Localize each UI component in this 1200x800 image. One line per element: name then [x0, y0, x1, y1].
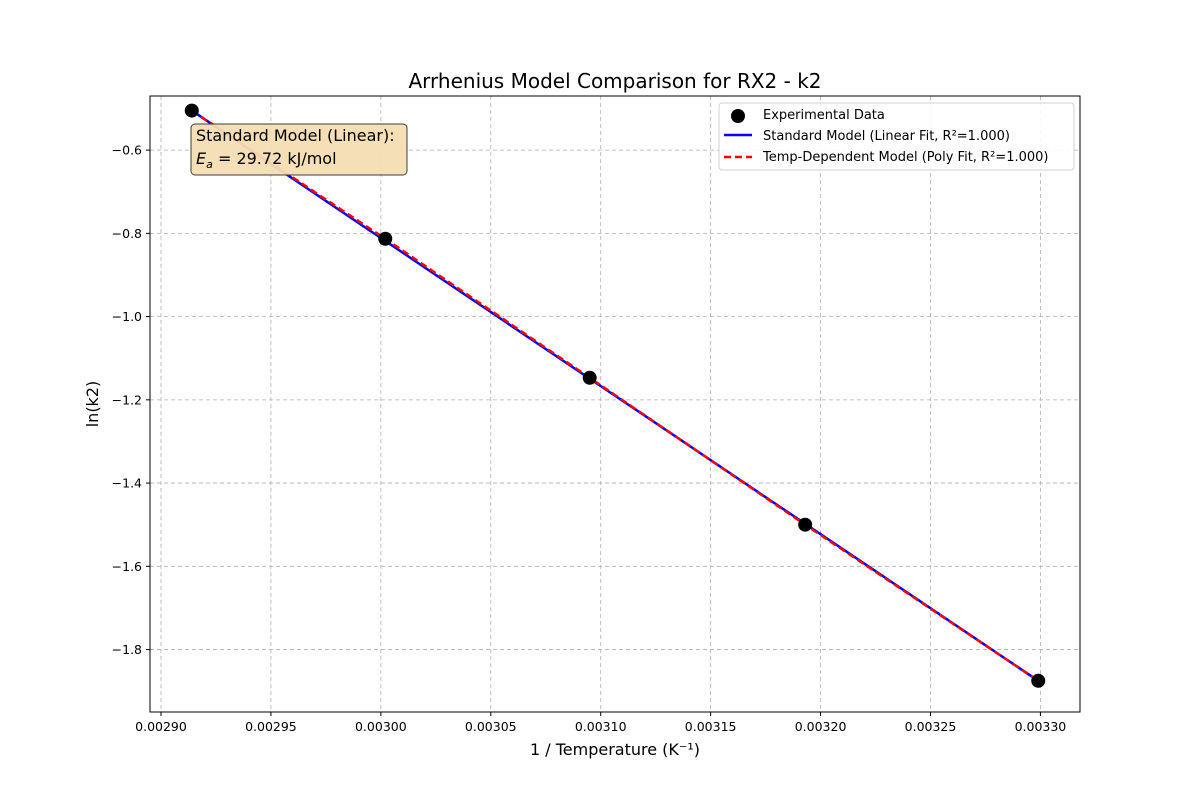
annotation-background [190, 123, 408, 176]
plot-area [150, 96, 1080, 712]
x-tick-label: 0.00320 [795, 719, 847, 734]
y-tick-label: −1.2 [112, 392, 142, 407]
y-tick-label: −1.6 [112, 559, 142, 574]
ea-symbol: E [196, 149, 207, 168]
series-layer [184, 103, 1046, 688]
y-tick-label: −1.0 [112, 309, 142, 324]
annotation-line1: Standard Model (Linear): [196, 126, 395, 145]
x-tick-label: 0.00295 [245, 719, 297, 734]
annotation-box: Standard Model (Linear): Ea = 29.72 kJ/m… [190, 123, 408, 176]
y-tick-label: −0.6 [112, 143, 142, 158]
data-point [798, 517, 813, 532]
data-point [378, 231, 393, 246]
legend-label-poly: Temp-Dependent Model (Poly Fit, R²=1.000… [762, 150, 1049, 165]
x-tick-label: 0.00305 [465, 719, 517, 734]
legend: Experimental Data Standard Model (Linear… [718, 102, 1075, 171]
data-point [1031, 673, 1046, 688]
legend-marker-experimental [731, 109, 745, 123]
legend-label-linear: Standard Model (Linear Fit, R²=1.000) [763, 129, 1010, 144]
x-axis-ticks: 0.00290 0.00295 0.00300 0.00305 0.00310 0.003… [135, 712, 1066, 734]
y-axis-title: ln(k2) [83, 381, 102, 428]
x-tick-label: 0.00300 [355, 719, 407, 734]
x-tick-label: 0.00315 [685, 719, 737, 734]
ea-subscript: a [206, 158, 213, 171]
ea-value: = 29.72 kJ/mol [213, 149, 337, 168]
legend-label-experimental: Experimental Data [763, 108, 885, 123]
x-tick-label: 0.00290 [135, 719, 187, 734]
x-tick-label: 0.00325 [905, 719, 957, 734]
data-point [184, 103, 199, 118]
y-tick-label: −0.8 [112, 226, 142, 241]
legend-frame [718, 102, 1075, 171]
y-axis-ticks: −1.8 −1.6 −1.4 −1.2 −1.0 −0.8 −0.6 [112, 143, 150, 657]
annotation-line2: Ea = 29.72 kJ/mol [196, 149, 337, 171]
x-tick-label: 0.00330 [1015, 719, 1067, 734]
plot-frame [149, 95, 1081, 713]
y-tick-label: −1.4 [112, 476, 142, 491]
data-point [582, 370, 597, 385]
chart-title: Arrhenius Model Comparison for RX2 - k2 [408, 69, 821, 93]
x-tick-label: 0.00310 [575, 719, 627, 734]
y-tick-label: −1.8 [112, 642, 142, 657]
x-axis-title: 1 / Temperature (K⁻¹) [530, 740, 700, 759]
